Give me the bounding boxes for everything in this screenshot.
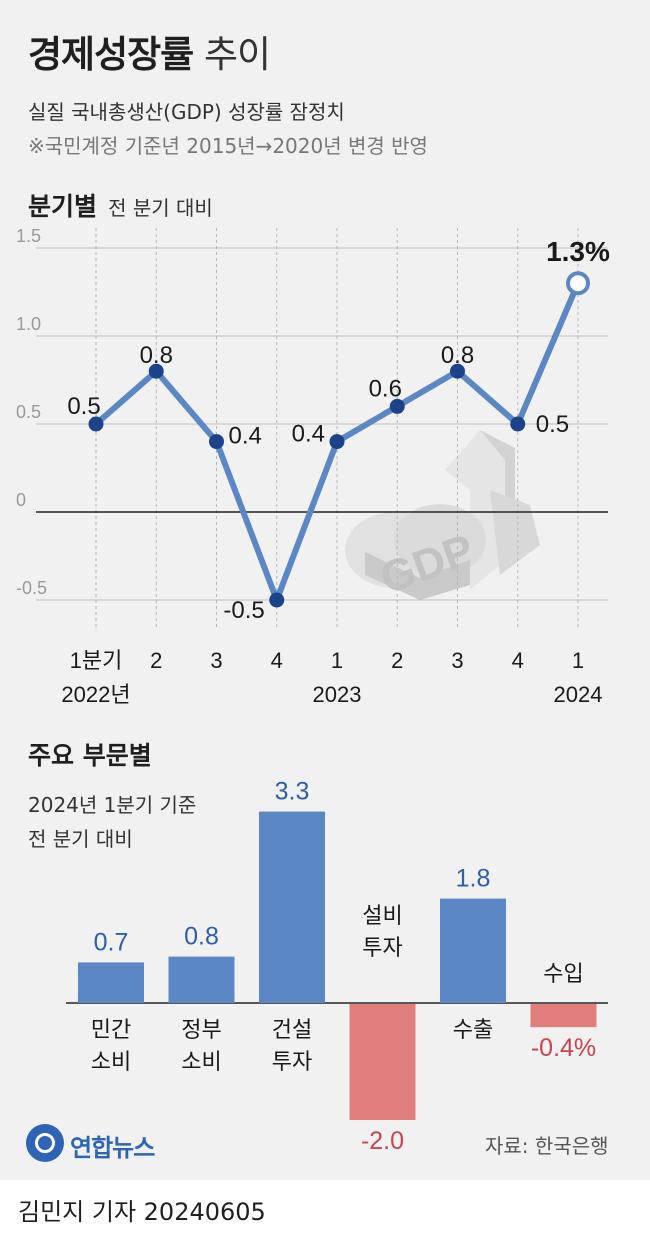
- x-tick-label: 2: [150, 648, 162, 673]
- data-label: -0.5: [223, 597, 264, 624]
- data-point: [269, 592, 285, 608]
- y-tick-label: 1.0: [16, 314, 41, 334]
- quarterly-subheading: 전 분기 대비: [108, 196, 213, 220]
- bar: [259, 811, 325, 1003]
- data-label: 0.4: [292, 421, 325, 448]
- bar-value-label: -0.4%: [531, 1034, 596, 1062]
- bar-category-label: 수출: [453, 1017, 493, 1042]
- data-label: 0.8: [140, 342, 173, 369]
- bar-category-label: 수입: [543, 961, 583, 986]
- data-point: [450, 363, 465, 379]
- x-tick-label: 1: [331, 648, 343, 673]
- x-tick-label: 4: [512, 648, 524, 673]
- data-point-latest: [566, 271, 590, 296]
- page-subtitle: 실질 국내총생산(GDP) 성장률 잠정치: [28, 100, 345, 124]
- page-title: 경제성장률 추이: [28, 24, 271, 78]
- quarterly-heading: 분기별: [28, 192, 98, 221]
- year-label: 2022년: [61, 682, 130, 707]
- byline: 김민지 기자 20240605: [18, 1198, 266, 1226]
- title-main: 경제성장률: [28, 33, 194, 76]
- bar-value-label: 1.8: [456, 865, 491, 893]
- bar-value-label: 0.7: [94, 928, 129, 956]
- data-label: 0.6: [369, 375, 402, 402]
- bar-value-label: 3.3: [275, 778, 310, 806]
- bar: [78, 962, 144, 1003]
- bar-category-label: 건설: [272, 1017, 312, 1042]
- data-point: [329, 434, 345, 450]
- bar-category-label: 투자: [362, 935, 402, 960]
- bar: [349, 1004, 416, 1120]
- gdp-arrow-shape: [445, 430, 505, 590]
- bar-value-label: 0.8: [184, 923, 219, 951]
- data-point: [389, 398, 405, 414]
- x-tick-label: 2: [391, 648, 403, 673]
- charts-canvas: GDP -0.5 0 0.5 1.0 1.5 0.5 0.8 0.4 -0.5 0.4 0.6 0.8…: [16, 226, 610, 1155]
- yonhap-globe-icon: [26, 1124, 64, 1162]
- bar-category-label: 소비: [91, 1049, 131, 1074]
- footer-bar: [0, 1180, 650, 1243]
- logo-text: 연합뉴스: [70, 1134, 155, 1162]
- x-tick-label: 4: [271, 648, 283, 673]
- x-tick-label: 1: [572, 648, 584, 673]
- baseyear-note: ※국민계정 기준년 2015년→2020년 변경 반영: [28, 134, 428, 158]
- breakdown-heading: 주요 부문별: [28, 741, 152, 770]
- data-point: [510, 416, 526, 432]
- year-label: 2024: [554, 682, 603, 707]
- data-label: 0.5: [67, 393, 100, 420]
- x-tick-label: 3: [210, 648, 222, 673]
- bar: [168, 956, 235, 1003]
- quarterly-line-chart: -0.5 0 0.5 1.0 1.5 0.5 0.8 0.4 -0.5 0.4 0.6 0.8 0.5 1…: [16, 226, 610, 707]
- data-point: [88, 416, 104, 432]
- data-label: 0.5: [536, 411, 569, 438]
- y-tick-label: 1.5: [16, 226, 41, 246]
- gdp-block-d: [394, 504, 486, 576]
- year-label: 2023: [313, 682, 362, 707]
- bar-category-label: 민간: [91, 1017, 131, 1042]
- bar: [530, 1004, 597, 1028]
- y-tick-label: 0.5: [16, 402, 41, 422]
- data-point: [209, 434, 224, 450]
- bar-category-label: 소비: [181, 1049, 221, 1074]
- bar-value-label: -2.0: [361, 1127, 404, 1155]
- bar: [440, 898, 506, 1003]
- y-tick-label: -0.5: [16, 578, 47, 598]
- breakdown-desc-line2: 전 분기 대비: [28, 827, 133, 851]
- gdp-illustration: GDP: [345, 430, 540, 604]
- bar-category-label: 투자: [272, 1049, 312, 1074]
- data-label: 0.4: [229, 423, 262, 450]
- bar-category-label: 정부: [181, 1017, 221, 1042]
- data-point: [148, 363, 164, 379]
- bar-category-label: 설비: [362, 903, 402, 928]
- gdp-block-base: [365, 552, 470, 600]
- breakdown-desc-line1: 2024년 1분기 기준: [28, 793, 197, 817]
- source-label: 자료: 한국은행: [485, 1134, 609, 1158]
- x-tick-label: 3: [451, 648, 463, 673]
- x-tick-label: 1분기: [70, 648, 123, 673]
- data-label: 1.3%: [546, 236, 610, 267]
- data-label: 0.8: [441, 342, 474, 369]
- quarterly-section-title: 분기별 전 분기 대비: [28, 187, 213, 223]
- title-suffix: 추이: [203, 33, 271, 76]
- breakdown-description: 2024년 1분기 기준 전 분기 대비: [28, 788, 196, 856]
- y-tick-label: 0: [16, 490, 26, 510]
- sector-bar-chart: 0.7민간소비0.8정부소비3.3건설투자-2.0설비투자1.8수출-0.4%수…: [66, 778, 608, 1155]
